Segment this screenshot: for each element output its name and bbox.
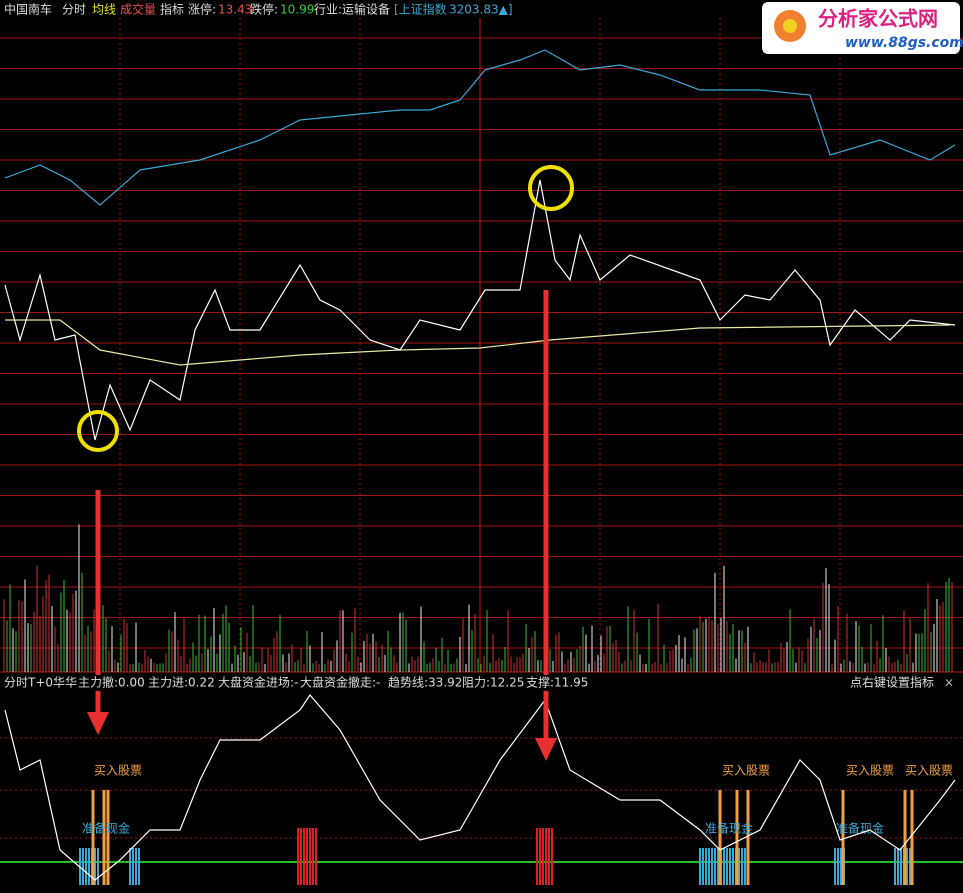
indicator-line xyxy=(4,694,956,881)
price-line xyxy=(4,179,956,441)
buy-label: 买入股票 xyxy=(905,764,953,778)
indicator-item: 支撑:11.95 xyxy=(526,675,588,690)
index-line xyxy=(4,49,956,206)
index-value: 3203.83▲] xyxy=(449,3,513,17)
cash-label: 准备现金 xyxy=(705,821,753,836)
indicator-item: 主力进:0.22 xyxy=(148,676,215,690)
limit-up: 13.43 xyxy=(218,3,252,17)
indicator-bar xyxy=(0,675,963,691)
buy-label: 买入股票 xyxy=(722,764,770,778)
indicator-item: 趋势线:33.92 xyxy=(388,676,462,690)
limit-up-label: 涨停: xyxy=(188,2,216,17)
highlight-circle xyxy=(77,410,119,452)
tab[interactable]: 指标 xyxy=(160,2,184,17)
average-line xyxy=(5,319,951,366)
close-button[interactable]: × xyxy=(944,676,954,690)
settings-hint[interactable]: 点右键设置指标 xyxy=(850,675,934,690)
indicator-item: 大盘资金进场:- xyxy=(218,675,298,690)
indicator-item: 阻力:12.25 xyxy=(462,676,524,690)
indicator-items: 主力撤:0.00 主力进:0.22 大盘资金进场:- 大盘资金撤走:- 趋势线:33.9… xyxy=(78,675,588,690)
stock-name: 中国南车 xyxy=(4,2,52,17)
highlight-circle xyxy=(528,165,574,211)
tab[interactable]: 均线 xyxy=(92,3,116,17)
indicator-item: 主力撤:0.00 xyxy=(78,675,145,690)
cash-label: 准备现金 xyxy=(82,821,130,836)
grid xyxy=(0,18,963,672)
tab[interactable]: 成交量 xyxy=(120,2,156,17)
index-name: [上证指数 xyxy=(394,2,447,17)
volume-bars xyxy=(3,524,953,672)
limit-down: 10.99 xyxy=(280,3,314,17)
industry: 行业:运输设备 xyxy=(314,2,390,17)
arrow xyxy=(535,290,557,761)
header-bar xyxy=(0,0,963,18)
indicator-item: 大盘资金撤走:- xyxy=(300,675,380,690)
buy-label: 买入股票 xyxy=(846,764,894,778)
logo: 分析家公式网 www.88gs.com xyxy=(762,2,963,54)
buy-label: 买入股票 xyxy=(94,764,142,778)
tab[interactable]: 分时 xyxy=(62,3,86,17)
indicator-name: 分时T+0华华 xyxy=(4,676,77,690)
limit-down-label: 跌停: xyxy=(250,2,278,17)
logo-url: www.88gs.com xyxy=(845,35,963,51)
logo-title: 分析家公式网 xyxy=(818,7,938,31)
